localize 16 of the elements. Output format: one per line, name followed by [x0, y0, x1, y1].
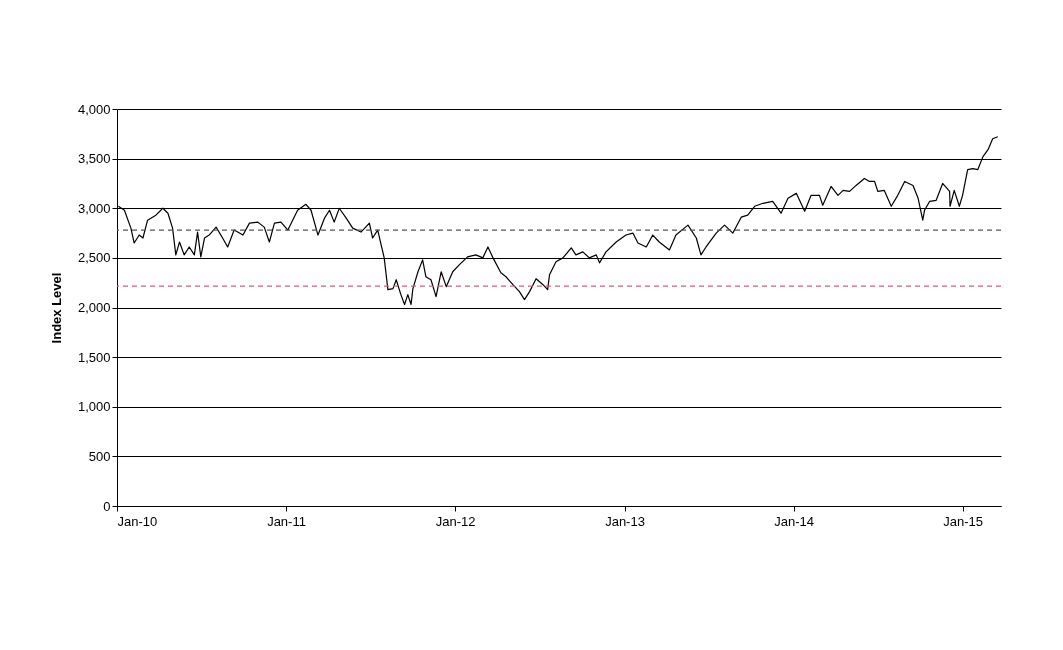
y-tick-label: 2,000 [77, 300, 111, 315]
y-tick-label: 4,000 [77, 101, 111, 117]
y-tick-label: 2,500 [77, 250, 111, 266]
y-tick-label: 1,500 [77, 349, 111, 365]
x-tick-label: Jan-13 [605, 513, 645, 529]
y-tick-label: 3,000 [77, 200, 111, 216]
y-tick-label: 3,500 [77, 151, 111, 167]
x-tick-label: Jan-15 [943, 513, 983, 529]
y-axis-title: Index Level [48, 272, 64, 344]
x-tick-label: Jan-10 [117, 513, 158, 529]
x-tick-label: Jan-12 [435, 513, 476, 529]
y-tick-label: 1,000 [77, 399, 111, 415]
y-tick-label: 500 [88, 448, 111, 464]
x-tick-label: Jan-11 [267, 513, 306, 529]
x-tick-label: Jan-14 [774, 513, 814, 529]
y-tick-label: 0 [103, 498, 111, 514]
